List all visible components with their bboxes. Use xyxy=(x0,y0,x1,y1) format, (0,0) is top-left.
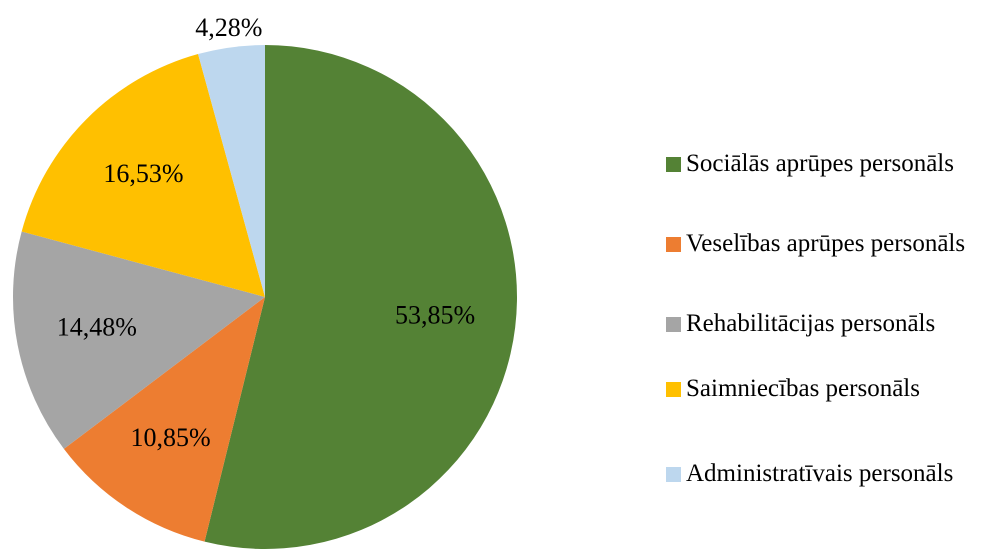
legend-label: Veselības aprūpes personāls xyxy=(686,230,966,257)
data-label: 14,48% xyxy=(57,313,137,342)
legend-swatch xyxy=(666,382,681,397)
pie-slice xyxy=(63,297,266,542)
legend-item: Administratīvais personāls xyxy=(666,455,984,492)
legend-swatch xyxy=(666,157,681,172)
data-label: 4,28% xyxy=(195,13,262,42)
legend-swatch xyxy=(666,237,681,252)
legend-swatch xyxy=(666,467,681,482)
legend-label: Sociālās aprūpes personāls xyxy=(686,150,954,177)
pie-slice xyxy=(21,54,266,297)
legend-item: Rehabilitācijas personāls xyxy=(666,305,984,342)
pie-slice xyxy=(204,45,517,549)
legend-label: Administratīvais personāls xyxy=(686,460,954,487)
data-label: 16,53% xyxy=(103,159,183,188)
legend-swatch xyxy=(666,317,681,332)
legend-item: Sociālās aprūpes personāls xyxy=(666,145,984,182)
data-label: 10,85% xyxy=(131,423,211,452)
data-label: 53,85% xyxy=(395,301,475,330)
legend-label: Rehabilitācijas personāls xyxy=(686,310,936,337)
pie-slice xyxy=(198,45,265,297)
pie-slice xyxy=(12,231,265,449)
legend-label: Saimniecības personāls xyxy=(686,375,920,402)
legend-item: Veselības aprūpes personāls xyxy=(666,225,984,262)
legend: Sociālās aprūpes personāls Veselības aprū… xyxy=(666,0,986,550)
legend-item: Saimniecības personāls xyxy=(666,370,984,407)
